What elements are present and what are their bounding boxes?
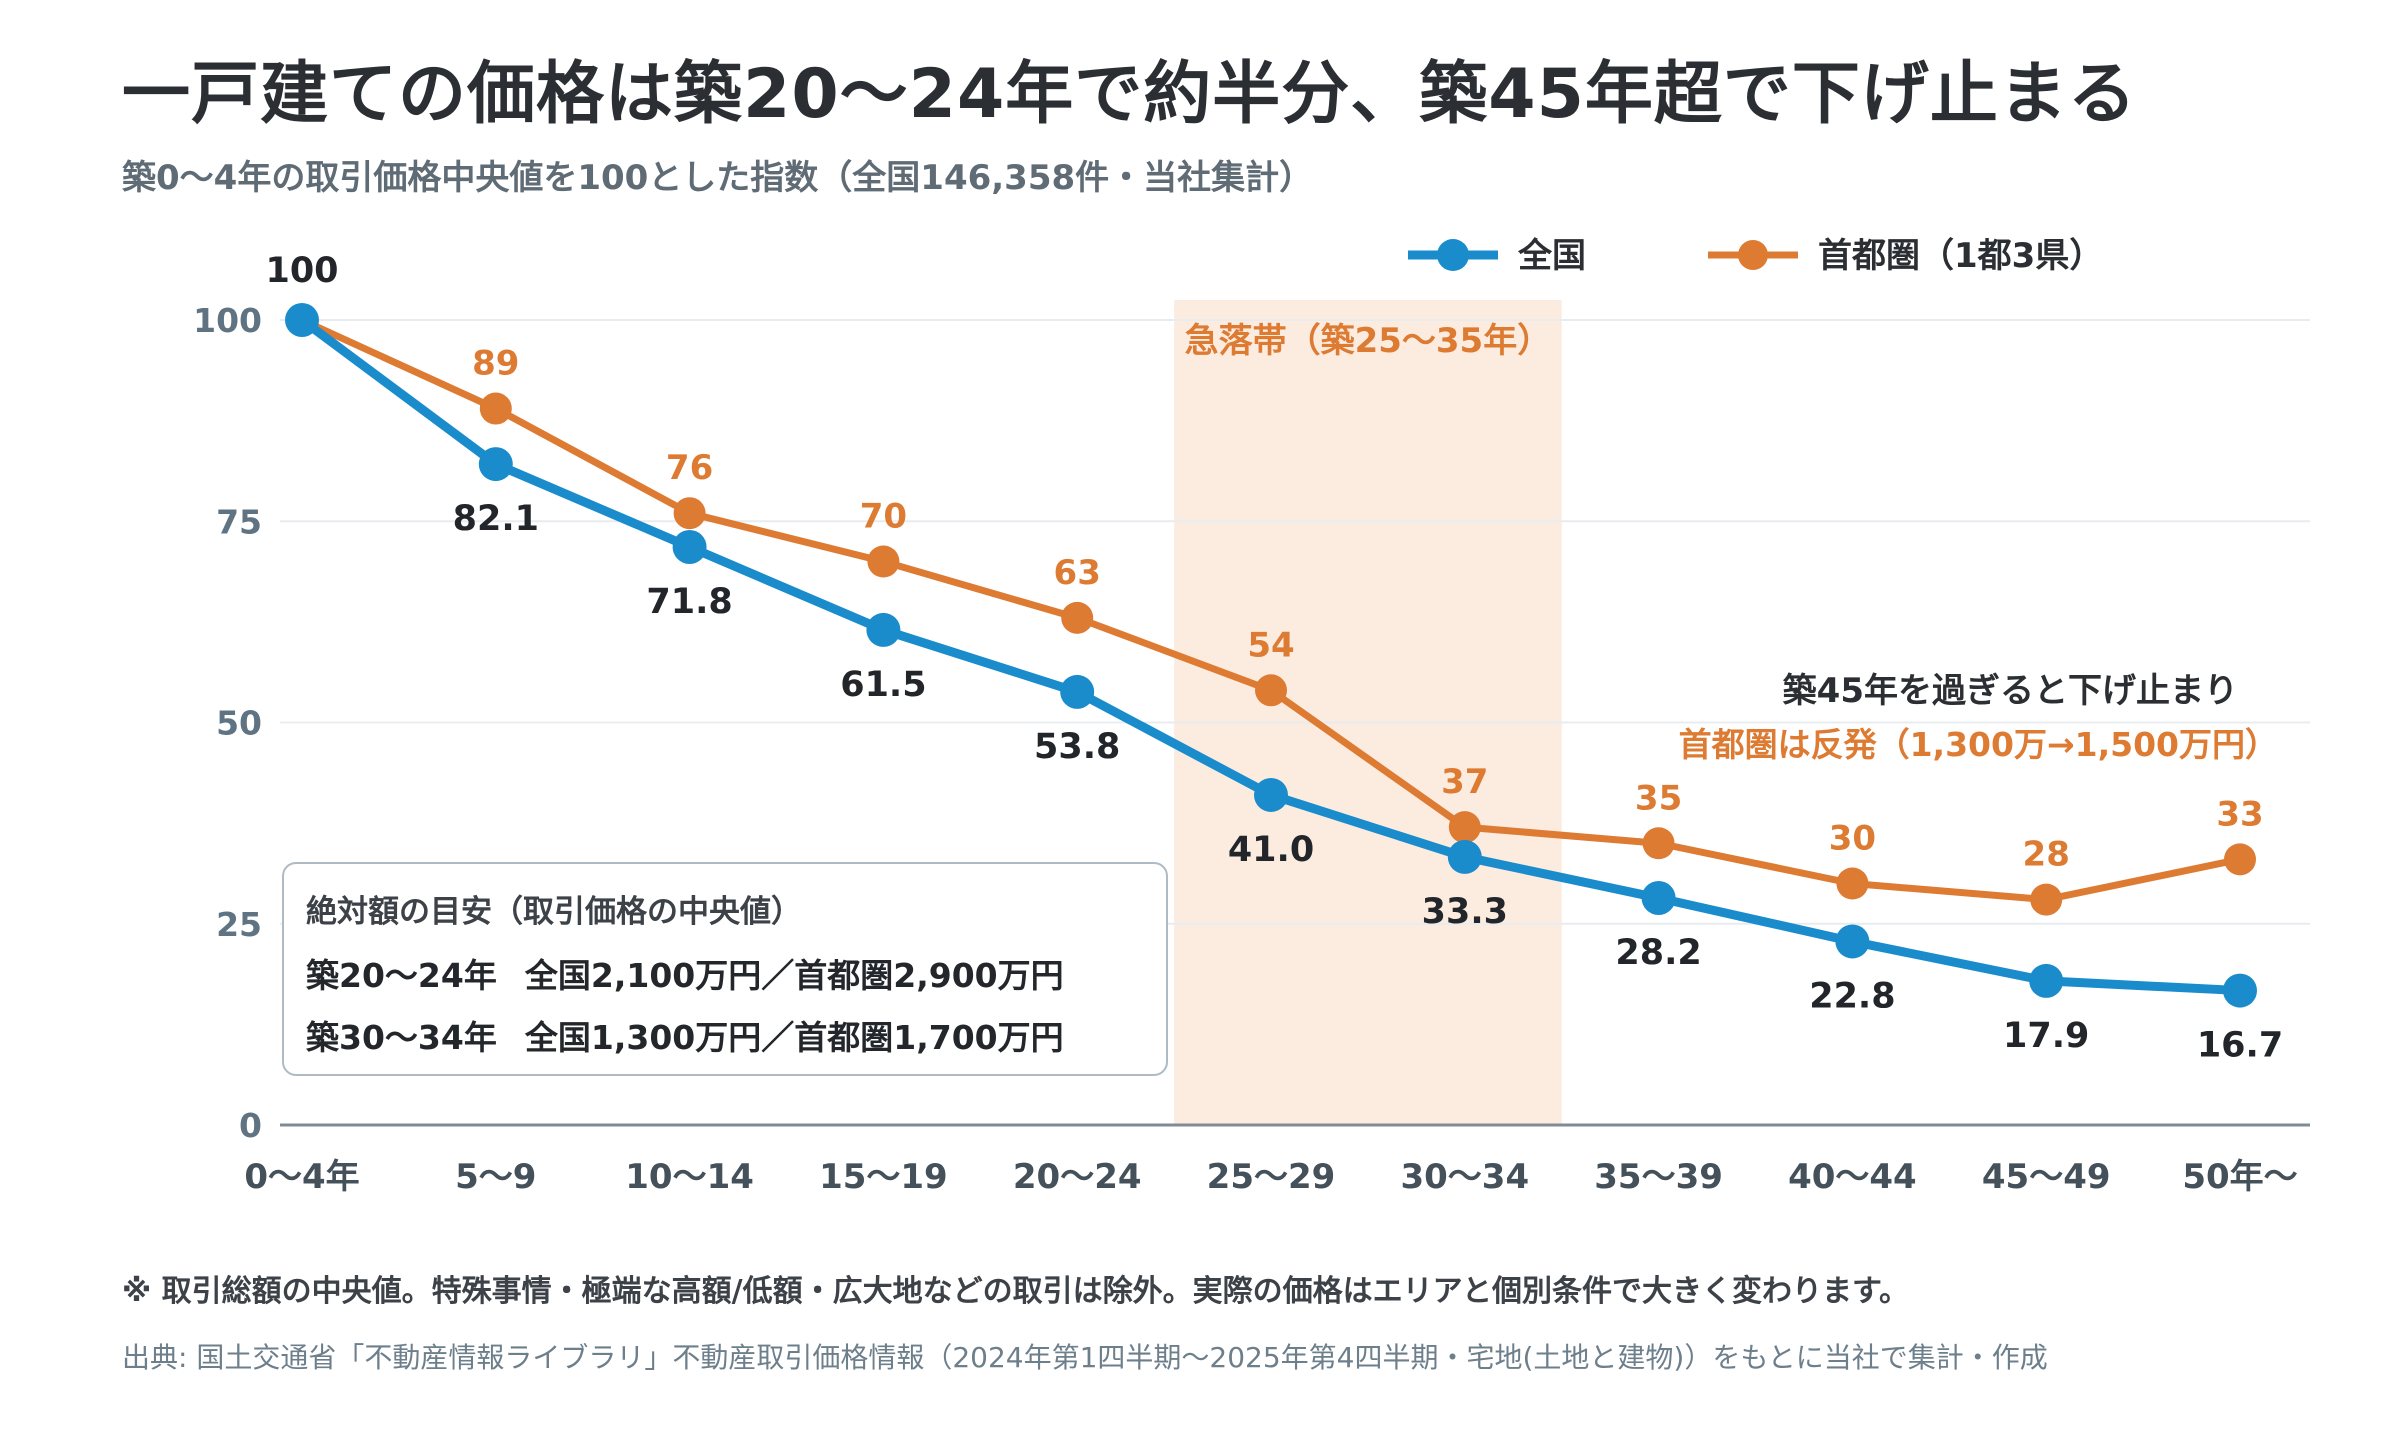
- source-note: 出典: 国土交通省「不動産情報ライブラリ」不動産取引価格情報（2024年第1四半…: [122, 1341, 2048, 1374]
- data-label-metro: 35: [1635, 778, 1682, 818]
- data-point-metro: [1836, 867, 1869, 900]
- data-point-national: [866, 612, 901, 647]
- x-tick-label: 0〜4年: [244, 1157, 359, 1197]
- data-label-metro: 37: [1441, 762, 1488, 802]
- x-tick-label: 30〜34: [1400, 1157, 1529, 1197]
- y-tick-label: 0: [239, 1106, 262, 1145]
- data-point-metro: [2030, 883, 2063, 916]
- data-point-national: [2029, 963, 2064, 998]
- data-point-national: [1835, 924, 1870, 959]
- data-label-metro: 33: [2216, 794, 2263, 834]
- y-tick-label: 50: [216, 704, 262, 743]
- data-label-metro: 30: [1829, 819, 1876, 859]
- x-tick-label: 40〜44: [1788, 1157, 1917, 1197]
- y-tick-label: 100: [193, 301, 262, 340]
- data-point-metro: [1061, 601, 1094, 634]
- data-label-national: 41.0: [1228, 830, 1314, 870]
- x-tick-label: 45〜49: [1982, 1157, 2111, 1197]
- data-label-national: 71.8: [646, 582, 732, 622]
- data-point-metro: [867, 545, 900, 578]
- data-point-national: [1060, 674, 1095, 709]
- x-tick-label: 20〜24: [1013, 1157, 1142, 1197]
- highlight-band-label: 急落帯（築25〜35年）: [1185, 321, 1552, 361]
- x-tick-label: 10〜14: [625, 1157, 754, 1197]
- data-point-national: [1254, 777, 1288, 812]
- chart-title: 一戸建ての価格は築20〜24年で約半分、築45年超で下げ止まる: [122, 55, 2137, 134]
- y-tick-label: 25: [216, 905, 262, 944]
- data-label-metro: 70: [860, 497, 907, 537]
- data-point-metro: [1255, 674, 1287, 707]
- annotation-metro-rebound: 首都圏は反発（1,300万→1,500万円）: [1679, 725, 2278, 764]
- x-tick-label: 5〜9: [455, 1157, 536, 1197]
- legend-marker-metro: [1738, 240, 1768, 270]
- info-row-30-34: 築30〜34年 全国1,300万円／首都圏1,700万円: [306, 1011, 1144, 1059]
- data-point-metro: [479, 392, 512, 425]
- highlight-band: [1174, 300, 1562, 1125]
- data-label-national: 61.5: [840, 665, 926, 705]
- x-tick-label: 35〜39: [1594, 1157, 1723, 1197]
- info-row-values: 全国2,100万円／首都圏2,900万円: [524, 956, 1064, 995]
- data-label-national: 16.7: [2197, 1026, 2283, 1066]
- data-label-national: 100: [265, 251, 338, 291]
- data-label-national: 28.2: [1615, 933, 1701, 973]
- data-label-metro: 63: [1054, 553, 1101, 593]
- data-label-national: 17.9: [2003, 1016, 2089, 1056]
- data-point-national: [1641, 880, 1676, 915]
- footnote: ※ 取引総額の中央値。特殊事情・極端な高額/低額・広大地などの取引は除外。実際の…: [122, 1274, 1909, 1309]
- annotation-bottoming-out: 築45年を過ぎると下げ止まり: [1782, 671, 2238, 711]
- data-label-metro: 54: [1247, 625, 1294, 665]
- info-row-values: 全国1,300万円／首都圏1,700万円: [524, 1018, 1064, 1057]
- data-label-national: 22.8: [1809, 976, 1895, 1016]
- data-point-metro: [1642, 827, 1675, 860]
- data-point-national: [478, 447, 513, 482]
- data-point-metro: [2224, 843, 2256, 876]
- legend-label-national: 全国: [1517, 236, 1586, 276]
- info-box-title: 絶対額の目安（取引価格の中央値）: [306, 894, 802, 930]
- data-point-national: [1447, 839, 1482, 874]
- legend-label-metro: 首都圏（1都3県）: [1818, 236, 2103, 276]
- data-point-metro: [673, 497, 706, 530]
- info-row-age: 築30〜34年: [306, 1018, 497, 1057]
- x-tick-label: 50年〜: [2182, 1157, 2297, 1197]
- data-label-metro: 89: [472, 344, 519, 384]
- y-tick-label: 75: [216, 502, 262, 541]
- data-label-national: 33.3: [1422, 892, 1508, 932]
- absolute-price-info-box: 絶対額の目安（取引価格の中央値） 築20〜24年 全国2,100万円／首都圏2,9…: [282, 862, 1168, 1076]
- data-label-metro: 28: [2023, 835, 2070, 875]
- info-row-20-24: 築20〜24年 全国2,100万円／首都圏2,900万円: [306, 949, 1144, 997]
- data-point-national: [285, 303, 319, 337]
- data-point-metro: [1448, 811, 1481, 844]
- chart-subtitle: 築0〜4年の取引価格中央値を100とした指数（全国146,358件・当社集計）: [122, 158, 1314, 198]
- data-point-national: [2223, 973, 2257, 1008]
- data-point-national: [672, 530, 707, 565]
- x-tick-label: 15〜19: [819, 1157, 948, 1197]
- info-row-age: 築20〜24年: [306, 956, 497, 995]
- data-label-national: 82.1: [453, 499, 539, 539]
- line-chart: 急落帯（築25〜35年） 0 25 50 75 100 0〜4年 5〜9 10〜14 15〜19 2…: [193, 236, 2310, 1197]
- data-label-national: 53.8: [1034, 727, 1120, 767]
- legend-marker-national: [1437, 239, 1469, 271]
- x-tick-label: 25〜29: [1207, 1157, 1336, 1197]
- data-label-metro: 76: [666, 448, 713, 488]
